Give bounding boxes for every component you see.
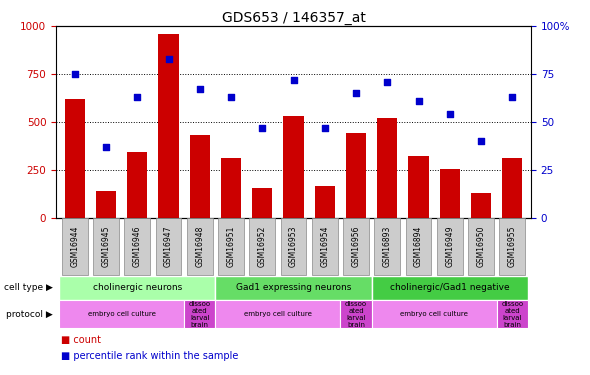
FancyBboxPatch shape [250,218,275,275]
Bar [252,188,273,218]
Point [351,90,360,96]
Bar [221,158,241,218]
FancyBboxPatch shape [156,218,181,275]
Point [133,94,142,100]
FancyBboxPatch shape [62,218,87,275]
Bar [65,99,85,218]
Text: cell type ▶: cell type ▶ [4,284,53,292]
Point [445,111,454,117]
Bar [59,300,184,328]
Bar [408,156,429,218]
Bar [346,134,366,218]
Bar [497,300,528,328]
Text: dissoo
ated
larval
brain: dissoo ated larval brain [345,301,367,328]
Bar [314,186,335,218]
Bar [158,34,179,218]
Point [507,94,517,100]
Bar [471,193,491,217]
FancyBboxPatch shape [343,218,369,275]
Bar [96,191,116,217]
Text: embryo cell culture: embryo cell culture [244,311,312,317]
FancyBboxPatch shape [312,218,337,275]
Text: GSM16894: GSM16894 [414,226,423,267]
Text: Gad1 expressing neurons: Gad1 expressing neurons [236,284,351,292]
Point [476,138,486,144]
Text: embryo cell culture: embryo cell culture [88,311,156,317]
Text: GSM16953: GSM16953 [289,226,298,267]
Text: cholinergic/Gad1 negative: cholinergic/Gad1 negative [390,284,510,292]
Text: ■ count: ■ count [61,334,101,345]
Bar [440,169,460,217]
Bar [377,118,398,218]
FancyBboxPatch shape [281,218,306,275]
Text: GSM16956: GSM16956 [352,226,360,267]
FancyBboxPatch shape [500,218,525,275]
Point [164,56,173,62]
Point [382,79,392,85]
Text: dissoo
ated
larval
brain: dissoo ated larval brain [189,301,211,328]
FancyBboxPatch shape [437,218,463,275]
Text: GSM16946: GSM16946 [133,226,142,267]
FancyBboxPatch shape [187,218,212,275]
Text: GSM16947: GSM16947 [164,226,173,267]
Text: protocol ▶: protocol ▶ [6,310,53,319]
Bar [184,300,215,328]
Point [101,144,111,150]
Text: GSM16893: GSM16893 [383,226,392,267]
Bar [215,276,372,300]
FancyBboxPatch shape [124,218,150,275]
Bar [372,300,497,328]
Title: GDS653 / 146357_at: GDS653 / 146357_at [222,11,365,25]
FancyBboxPatch shape [406,218,431,275]
Text: GSM16949: GSM16949 [445,226,454,267]
FancyBboxPatch shape [218,218,244,275]
Text: GSM16950: GSM16950 [477,226,486,267]
Point [70,71,80,77]
Bar [59,276,215,300]
Point [227,94,236,100]
Point [289,77,298,83]
Bar [372,276,528,300]
Text: dissoo
ated
larval
brain: dissoo ated larval brain [501,301,523,328]
Text: GSM16951: GSM16951 [227,226,235,267]
FancyBboxPatch shape [468,218,494,275]
Text: GSM16948: GSM16948 [195,226,204,267]
FancyBboxPatch shape [375,218,400,275]
Text: cholinergic neurons: cholinergic neurons [93,284,182,292]
Point [320,124,329,130]
Bar [340,300,372,328]
Bar [283,116,304,218]
Bar [215,300,340,328]
FancyBboxPatch shape [93,218,119,275]
Point [414,98,423,104]
Text: ■ percentile rank within the sample: ■ percentile rank within the sample [61,351,238,361]
Text: GSM16944: GSM16944 [70,226,79,267]
Point [258,124,267,130]
Text: GSM16955: GSM16955 [508,226,517,267]
Text: embryo cell culture: embryo cell culture [400,311,468,317]
Bar [127,153,148,218]
Text: GSM16954: GSM16954 [320,226,329,267]
Text: GSM16945: GSM16945 [101,226,110,267]
Point [195,86,205,92]
Text: GSM16952: GSM16952 [258,226,267,267]
Bar [189,135,210,218]
Bar [502,158,522,218]
